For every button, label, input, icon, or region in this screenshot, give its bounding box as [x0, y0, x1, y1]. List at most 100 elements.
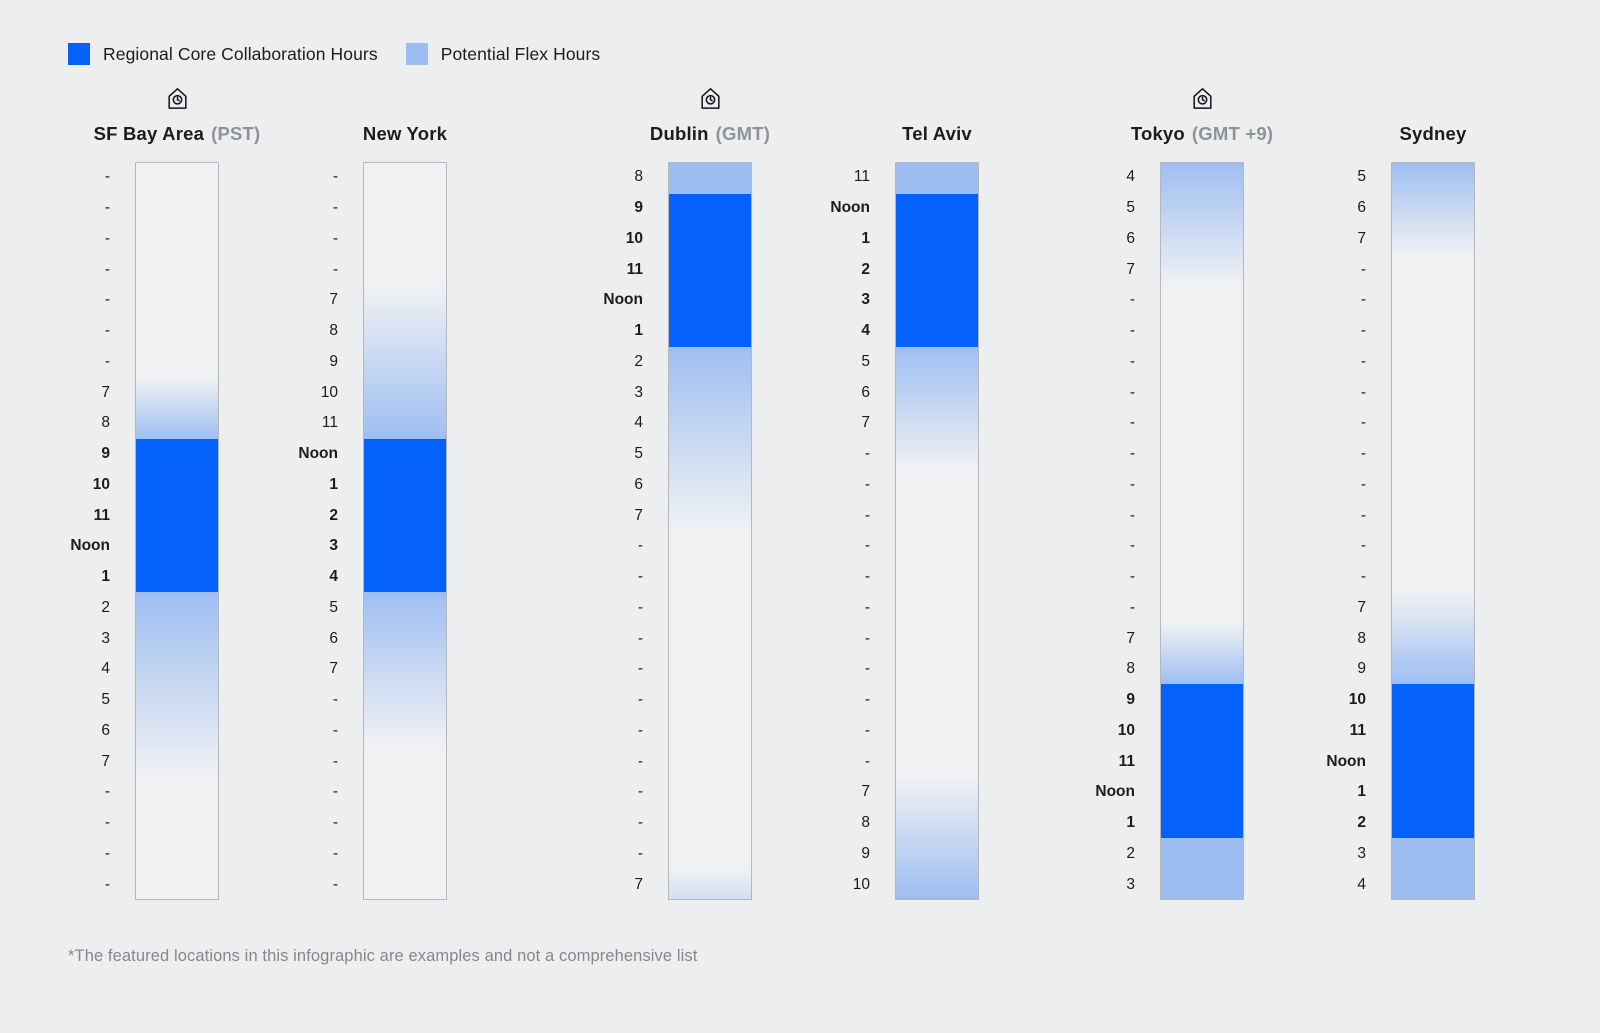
segment-flex	[896, 776, 978, 899]
hour-label: -	[104, 229, 110, 247]
home-clock-icon	[135, 85, 219, 121]
flex-hours-swatch	[405, 43, 428, 65]
hour-label: 4	[1126, 168, 1135, 186]
hour-label: -	[637, 568, 643, 586]
column-new-york: New York - - - - 7 8 9 10 11 Noon 1 2 3 4 5 6 7 - - - - - - -	[268, 85, 447, 900]
hour-label: 1	[861, 229, 870, 247]
hour-label: -	[104, 875, 110, 893]
hour-label: 7	[634, 506, 643, 524]
hour-label: -	[104, 291, 110, 309]
legend-core-label: Regional Core Collaboration Hours	[103, 43, 378, 64]
segment-flex	[1161, 163, 1243, 286]
segment-empty	[136, 776, 218, 899]
city-name-label: SF Bay Area	[93, 123, 205, 144]
hour-labels: 4 5 6 7 - - - - - - - - - - - 7 8 9 10 11 Noon 1 2 3	[1065, 162, 1135, 900]
core-hours-swatch	[68, 43, 90, 65]
hour-label: 3	[101, 629, 110, 647]
segment-flex	[669, 868, 751, 899]
city-name-label: Dublin	[649, 123, 709, 144]
hour-label: 5	[1126, 199, 1135, 217]
hour-label: 7	[329, 291, 338, 309]
segment-empty	[1392, 255, 1474, 592]
hour-label: -	[332, 875, 338, 893]
hour-label: -	[332, 844, 338, 862]
hour-label: -	[1129, 598, 1135, 616]
hour-label: -	[1129, 445, 1135, 463]
hours-bar	[1391, 162, 1475, 900]
legend: Regional Core Collaboration Hours Potent…	[68, 43, 600, 65]
timezone-label: (GMT)	[715, 123, 771, 144]
hour-label: -	[1360, 260, 1366, 278]
segment-core	[669, 193, 751, 347]
hour-label: 7	[1357, 229, 1366, 247]
column-tel-aviv: Tel Aviv 11 Noon 1 2 3 4 5 6 7 - - - - - - - - - - - 7 8 9 10	[800, 85, 979, 900]
hour-label: -	[637, 660, 643, 678]
hour-label: 5	[634, 445, 643, 463]
hour-label: -	[332, 721, 338, 739]
hour-label: 9	[1126, 691, 1135, 709]
segment-empty	[136, 163, 218, 378]
hour-label: -	[1129, 537, 1135, 555]
hour-label: 7	[1126, 629, 1135, 647]
hours-bar	[1160, 162, 1244, 900]
segment-core	[136, 438, 218, 593]
hour-label: 8	[101, 414, 110, 432]
column-dublin: Dublin (GMT) 8 9 10 11 Noon 1 2 3 4 5 6 7 - - - - - - - - - - - 7	[573, 85, 770, 900]
hour-label: Noon	[298, 445, 338, 463]
hour-label: 5	[101, 691, 110, 709]
hour-label: 10	[320, 383, 338, 401]
hour-label: -	[1360, 352, 1366, 370]
hour-label: 2	[861, 260, 870, 278]
footnote: *The featured locations in this infograp…	[68, 947, 698, 965]
hour-label: -	[1360, 475, 1366, 493]
hour-label: 11	[321, 414, 338, 432]
hour-label: 9	[101, 445, 110, 463]
hour-label: 8	[861, 814, 870, 832]
hour-label: -	[104, 783, 110, 801]
hour-label: -	[332, 814, 338, 832]
segment-flex	[1392, 592, 1474, 685]
home-clock-icon	[1160, 85, 1244, 121]
hour-labels: - - - - 7 8 9 10 11 Noon 1 2 3 4 5 6 7 - - - - - - -	[268, 162, 338, 900]
hour-label: -	[637, 814, 643, 832]
hour-label: 11	[1118, 752, 1135, 770]
hour-label: 7	[861, 414, 870, 432]
segment-empty	[896, 470, 978, 777]
hour-label: 6	[861, 383, 870, 401]
hour-label: 5	[1357, 168, 1366, 186]
segment-flex	[1161, 837, 1243, 899]
column-title: Tokyo (GMT +9)	[1131, 121, 1273, 147]
hour-label: -	[332, 752, 338, 770]
hour-label: 2	[329, 506, 338, 524]
hour-label: 9	[329, 352, 338, 370]
segment-flex	[1392, 837, 1474, 899]
hour-label: 6	[101, 721, 110, 739]
hour-label: 7	[861, 783, 870, 801]
hour-label: 6	[634, 475, 643, 493]
segment-core	[364, 439, 446, 593]
column-sydney: Sydney 5 6 7 - - - - - - - - - - - 7 8 9 10 11 Noon 1 2 3 4	[1296, 85, 1475, 900]
hour-label: -	[1129, 383, 1135, 401]
hour-label: 3	[1357, 844, 1366, 862]
hour-label: -	[1129, 506, 1135, 524]
legend-item-flex: Potential Flex Hours	[405, 43, 601, 65]
timezone-label: (PST)	[211, 123, 261, 144]
hour-label: 8	[1357, 629, 1366, 647]
hour-label: 6	[329, 629, 338, 647]
segment-flex	[1161, 622, 1243, 685]
city-name-label: Tel Aviv	[902, 123, 972, 144]
hour-label: -	[637, 752, 643, 770]
hours-bar	[363, 162, 447, 900]
hour-label: 7	[1126, 260, 1135, 278]
hour-label: 10	[852, 875, 870, 893]
hours-bar	[895, 162, 979, 900]
home-clock-icon	[668, 85, 752, 121]
hour-label: -	[1360, 383, 1366, 401]
hour-label: -	[637, 844, 643, 862]
hour-label: 4	[861, 322, 870, 340]
hour-label: 3	[861, 291, 870, 309]
segment-core	[1392, 684, 1474, 838]
hour-label: -	[637, 721, 643, 739]
hour-label: 11	[626, 260, 643, 278]
hour-label: 4	[101, 660, 110, 678]
